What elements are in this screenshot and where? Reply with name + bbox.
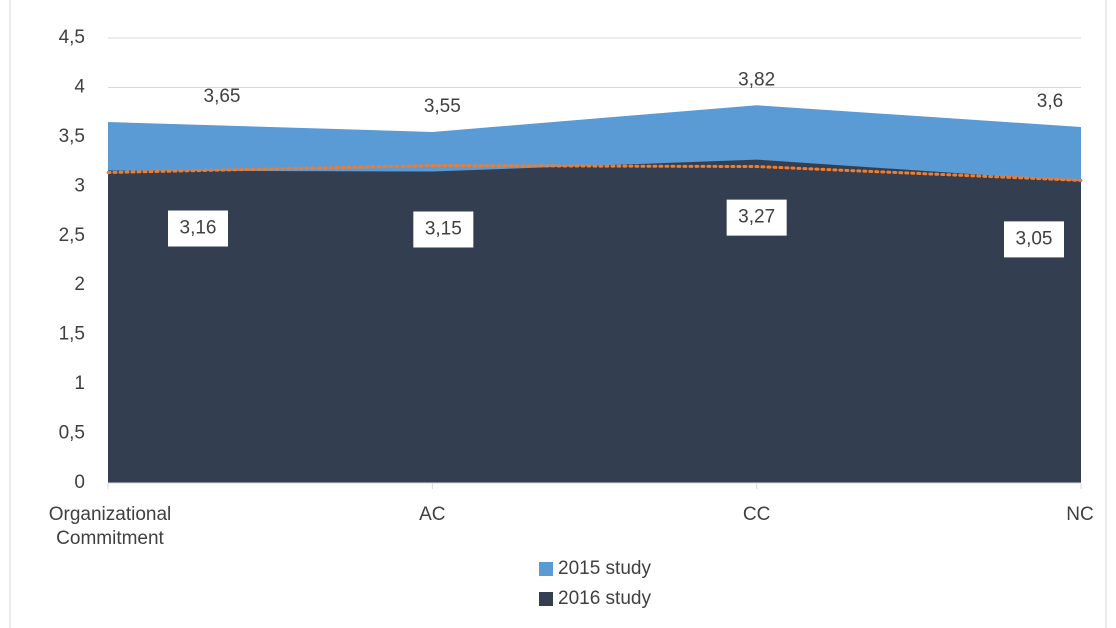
y-tick-label: 2,5 xyxy=(59,225,85,246)
legend-swatch xyxy=(539,562,553,576)
trend-line xyxy=(106,164,1083,182)
data-label-box xyxy=(1004,221,1064,258)
legend-swatch xyxy=(539,592,553,606)
legend-label: 2015 study xyxy=(558,558,651,579)
y-tick-label: 3,5 xyxy=(59,126,85,147)
x-tick-label: Organizational Commitment xyxy=(48,504,172,549)
y-tick-label: 1,5 xyxy=(59,324,85,345)
data-label: 3,82 xyxy=(738,69,775,90)
chart-frame xyxy=(9,0,1107,628)
area xyxy=(108,159,1081,483)
y-tick-label: 4 xyxy=(74,76,85,97)
x-tick-label: AC xyxy=(419,504,446,525)
data-label: 3,15 xyxy=(425,219,462,240)
data-label: 3,6 xyxy=(1037,91,1063,112)
data-label: 3,55 xyxy=(424,96,461,117)
data-label: 3,16 xyxy=(180,218,217,239)
y-tick-label: 2 xyxy=(74,274,85,295)
y-tick-label: 0,5 xyxy=(59,423,85,444)
y-tick-label: 3 xyxy=(74,175,85,196)
data-label: 3,65 xyxy=(204,86,241,107)
data-label: 3,05 xyxy=(1016,228,1053,249)
y-tick-label: 4,5 xyxy=(59,27,85,48)
data-label-box xyxy=(413,211,474,248)
x-tick-label: CC xyxy=(742,504,771,525)
data-label-box xyxy=(726,199,787,236)
legend-label: 2016 study xyxy=(558,588,651,609)
y-tick-label: 1 xyxy=(74,373,85,394)
data-label-box xyxy=(168,210,228,247)
y-tick-label: 0 xyxy=(74,472,85,493)
x-tick-label: NC xyxy=(1066,504,1094,525)
data-label: 3,27 xyxy=(738,207,775,228)
